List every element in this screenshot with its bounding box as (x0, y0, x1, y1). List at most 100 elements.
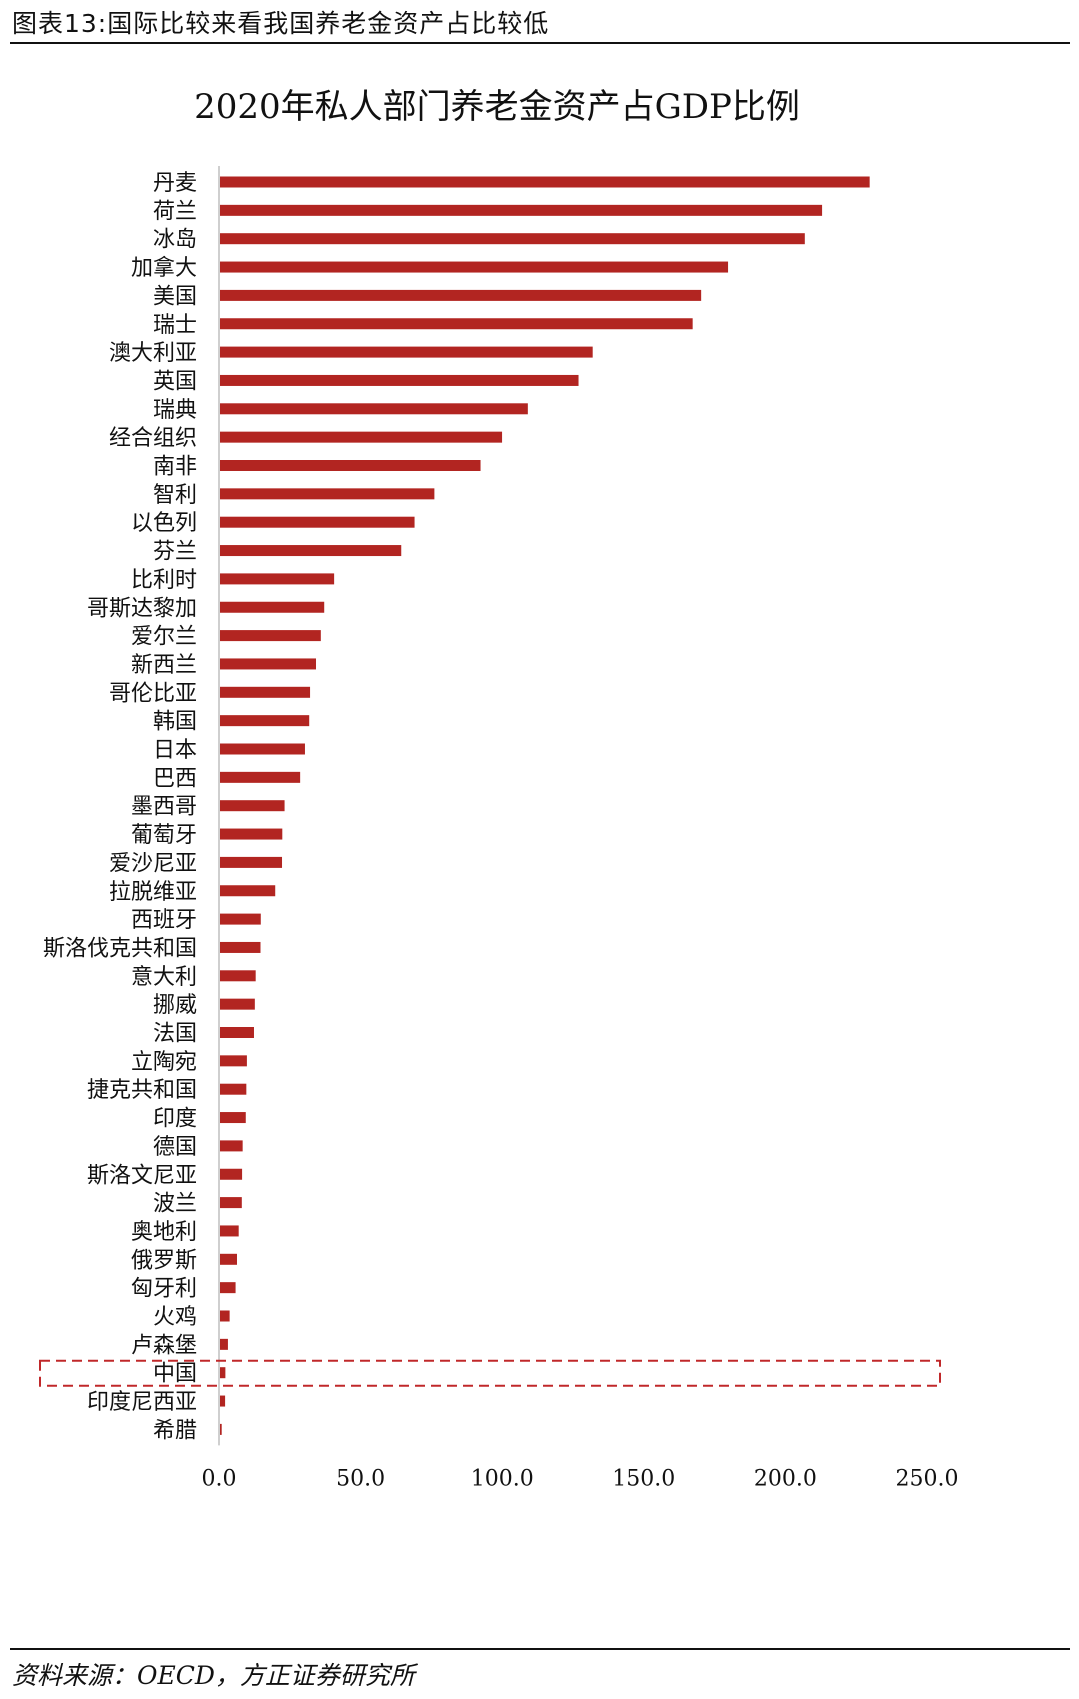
category-label: 新西兰 (131, 653, 197, 678)
chart-panel: 2020年私人部门养老金资产占GDP比例 丹麦荷兰冰岛 加拿大美国瑞士澳大利亚英国… (12, 62, 1070, 1640)
category-label: 斯洛伐克共和国 (43, 936, 197, 961)
bar (220, 913, 261, 925)
category-label: 火鸡 (153, 1305, 197, 1330)
x-tick-label: 200.0 (754, 1466, 817, 1491)
bar (220, 658, 317, 670)
category-label: 荷兰 (153, 199, 197, 224)
category-label: 奥地利 (131, 1220, 197, 1245)
category-label: 经合组织 (109, 426, 197, 451)
bar (220, 1423, 222, 1435)
category-label: 法国 (153, 1022, 197, 1047)
figure-caption: 图表13:国际比较来看我国养老金资产占比较低 (12, 9, 550, 38)
category-label: 哥斯达黎加 (87, 596, 197, 621)
category-label: 卢森堡 (131, 1333, 197, 1358)
category-label: 冰岛 (153, 228, 197, 253)
chart-title: 2020年私人部门养老金资产占GDP比例 (194, 87, 800, 127)
bar (220, 630, 321, 642)
bar (220, 1367, 226, 1379)
bar (220, 233, 805, 245)
category-label: 德国 (153, 1135, 197, 1160)
bar (220, 289, 702, 301)
bar (220, 856, 283, 868)
x-tick-label: 250.0 (896, 1466, 959, 1491)
x-tick-label: 0.0 (202, 1466, 237, 1491)
bar (220, 1140, 243, 1152)
category-label: 拉脱维亚 (109, 880, 197, 905)
bar (220, 828, 283, 840)
category-label: 美国 (153, 284, 197, 309)
bar (220, 318, 693, 330)
category-label: 捷克共和国 (87, 1078, 197, 1103)
bars-layer (220, 176, 870, 1435)
category-label: 以色列 (131, 511, 197, 536)
bar (220, 1310, 230, 1322)
bar (220, 460, 481, 471)
bar (220, 516, 415, 528)
category-label: 立陶宛 (131, 1050, 197, 1075)
category-label: 葡萄牙 (131, 823, 197, 848)
category-label: 比利时 (131, 568, 197, 593)
bar-chart: 2020年私人部门养老金资产占GDP比例 丹麦荷兰冰岛加拿大美国瑞士澳大利亚英国… (39, 87, 959, 1491)
category-label: 哥伦比亚 (109, 681, 197, 706)
category-label: 英国 (153, 369, 197, 394)
category-label: 印度 (153, 1107, 197, 1132)
bar (220, 885, 276, 897)
category-label: 意大利 (131, 965, 197, 990)
x-tick-label: 100.0 (471, 1466, 534, 1491)
bar (220, 1253, 237, 1265)
category-label: 智利 (153, 483, 197, 508)
category-label: 日本 (153, 738, 197, 763)
bar (220, 800, 285, 812)
category-label: 丹麦 (153, 171, 197, 196)
category-label: 俄罗斯 (131, 1248, 197, 1273)
bar (220, 686, 311, 698)
source-note: 资料来源：OECD，方正证券研究所 (12, 1661, 415, 1690)
category-label: 墨西哥 (131, 795, 197, 820)
x-tick-label: 150.0 (612, 1466, 675, 1491)
bar (220, 715, 310, 727)
bar (220, 1282, 236, 1294)
bar (220, 1112, 246, 1124)
bar (220, 176, 870, 188)
category-label: 瑞士 (153, 313, 197, 338)
category-label: 澳大利亚 (109, 341, 197, 366)
bar (220, 970, 256, 982)
bottom-divider (10, 1648, 1070, 1650)
bar (220, 1225, 239, 1237)
category-label: 巴西 (153, 766, 197, 791)
category-label: 加拿大 (131, 255, 197, 281)
bar (220, 1055, 247, 1067)
bar (220, 488, 435, 500)
highlight-box (39, 1359, 941, 1387)
bar (220, 204, 823, 216)
category-label: 波兰 (153, 1192, 197, 1217)
bar (220, 374, 579, 386)
bar (220, 1197, 242, 1209)
bar (220, 1338, 228, 1350)
category-label: 挪威 (153, 993, 197, 1018)
category-labels: 丹麦荷兰冰岛加拿大美国瑞士澳大利亚英国瑞典经合组织南非智利以色列芬兰比利时哥斯达… (43, 171, 197, 1443)
category-label: 匈牙利 (131, 1277, 197, 1302)
bar (220, 403, 528, 415)
bar (220, 771, 301, 783)
x-tick-label: 50.0 (336, 1466, 385, 1491)
bar (220, 941, 261, 953)
category-label: 南非 (153, 455, 197, 480)
bar (220, 261, 729, 273)
category-label: 印度尼西亚 (87, 1390, 197, 1415)
bar (220, 346, 593, 358)
bar (220, 1027, 254, 1038)
category-label: 瑞典 (153, 398, 197, 423)
category-label: 韩国 (153, 710, 197, 735)
bar (220, 1168, 243, 1180)
bar (220, 601, 325, 613)
bar (220, 545, 402, 557)
category-label: 芬兰 (153, 540, 197, 565)
category-label: 西班牙 (131, 908, 197, 933)
bar (220, 1395, 226, 1407)
category-label: 中国 (153, 1362, 197, 1387)
bar (220, 431, 503, 443)
category-label: 爱尔兰 (131, 625, 197, 650)
bar (220, 998, 255, 1010)
x-tick-labels: 0.0 50.0 100.0 150.0 200.0 250.0 (202, 1466, 959, 1491)
